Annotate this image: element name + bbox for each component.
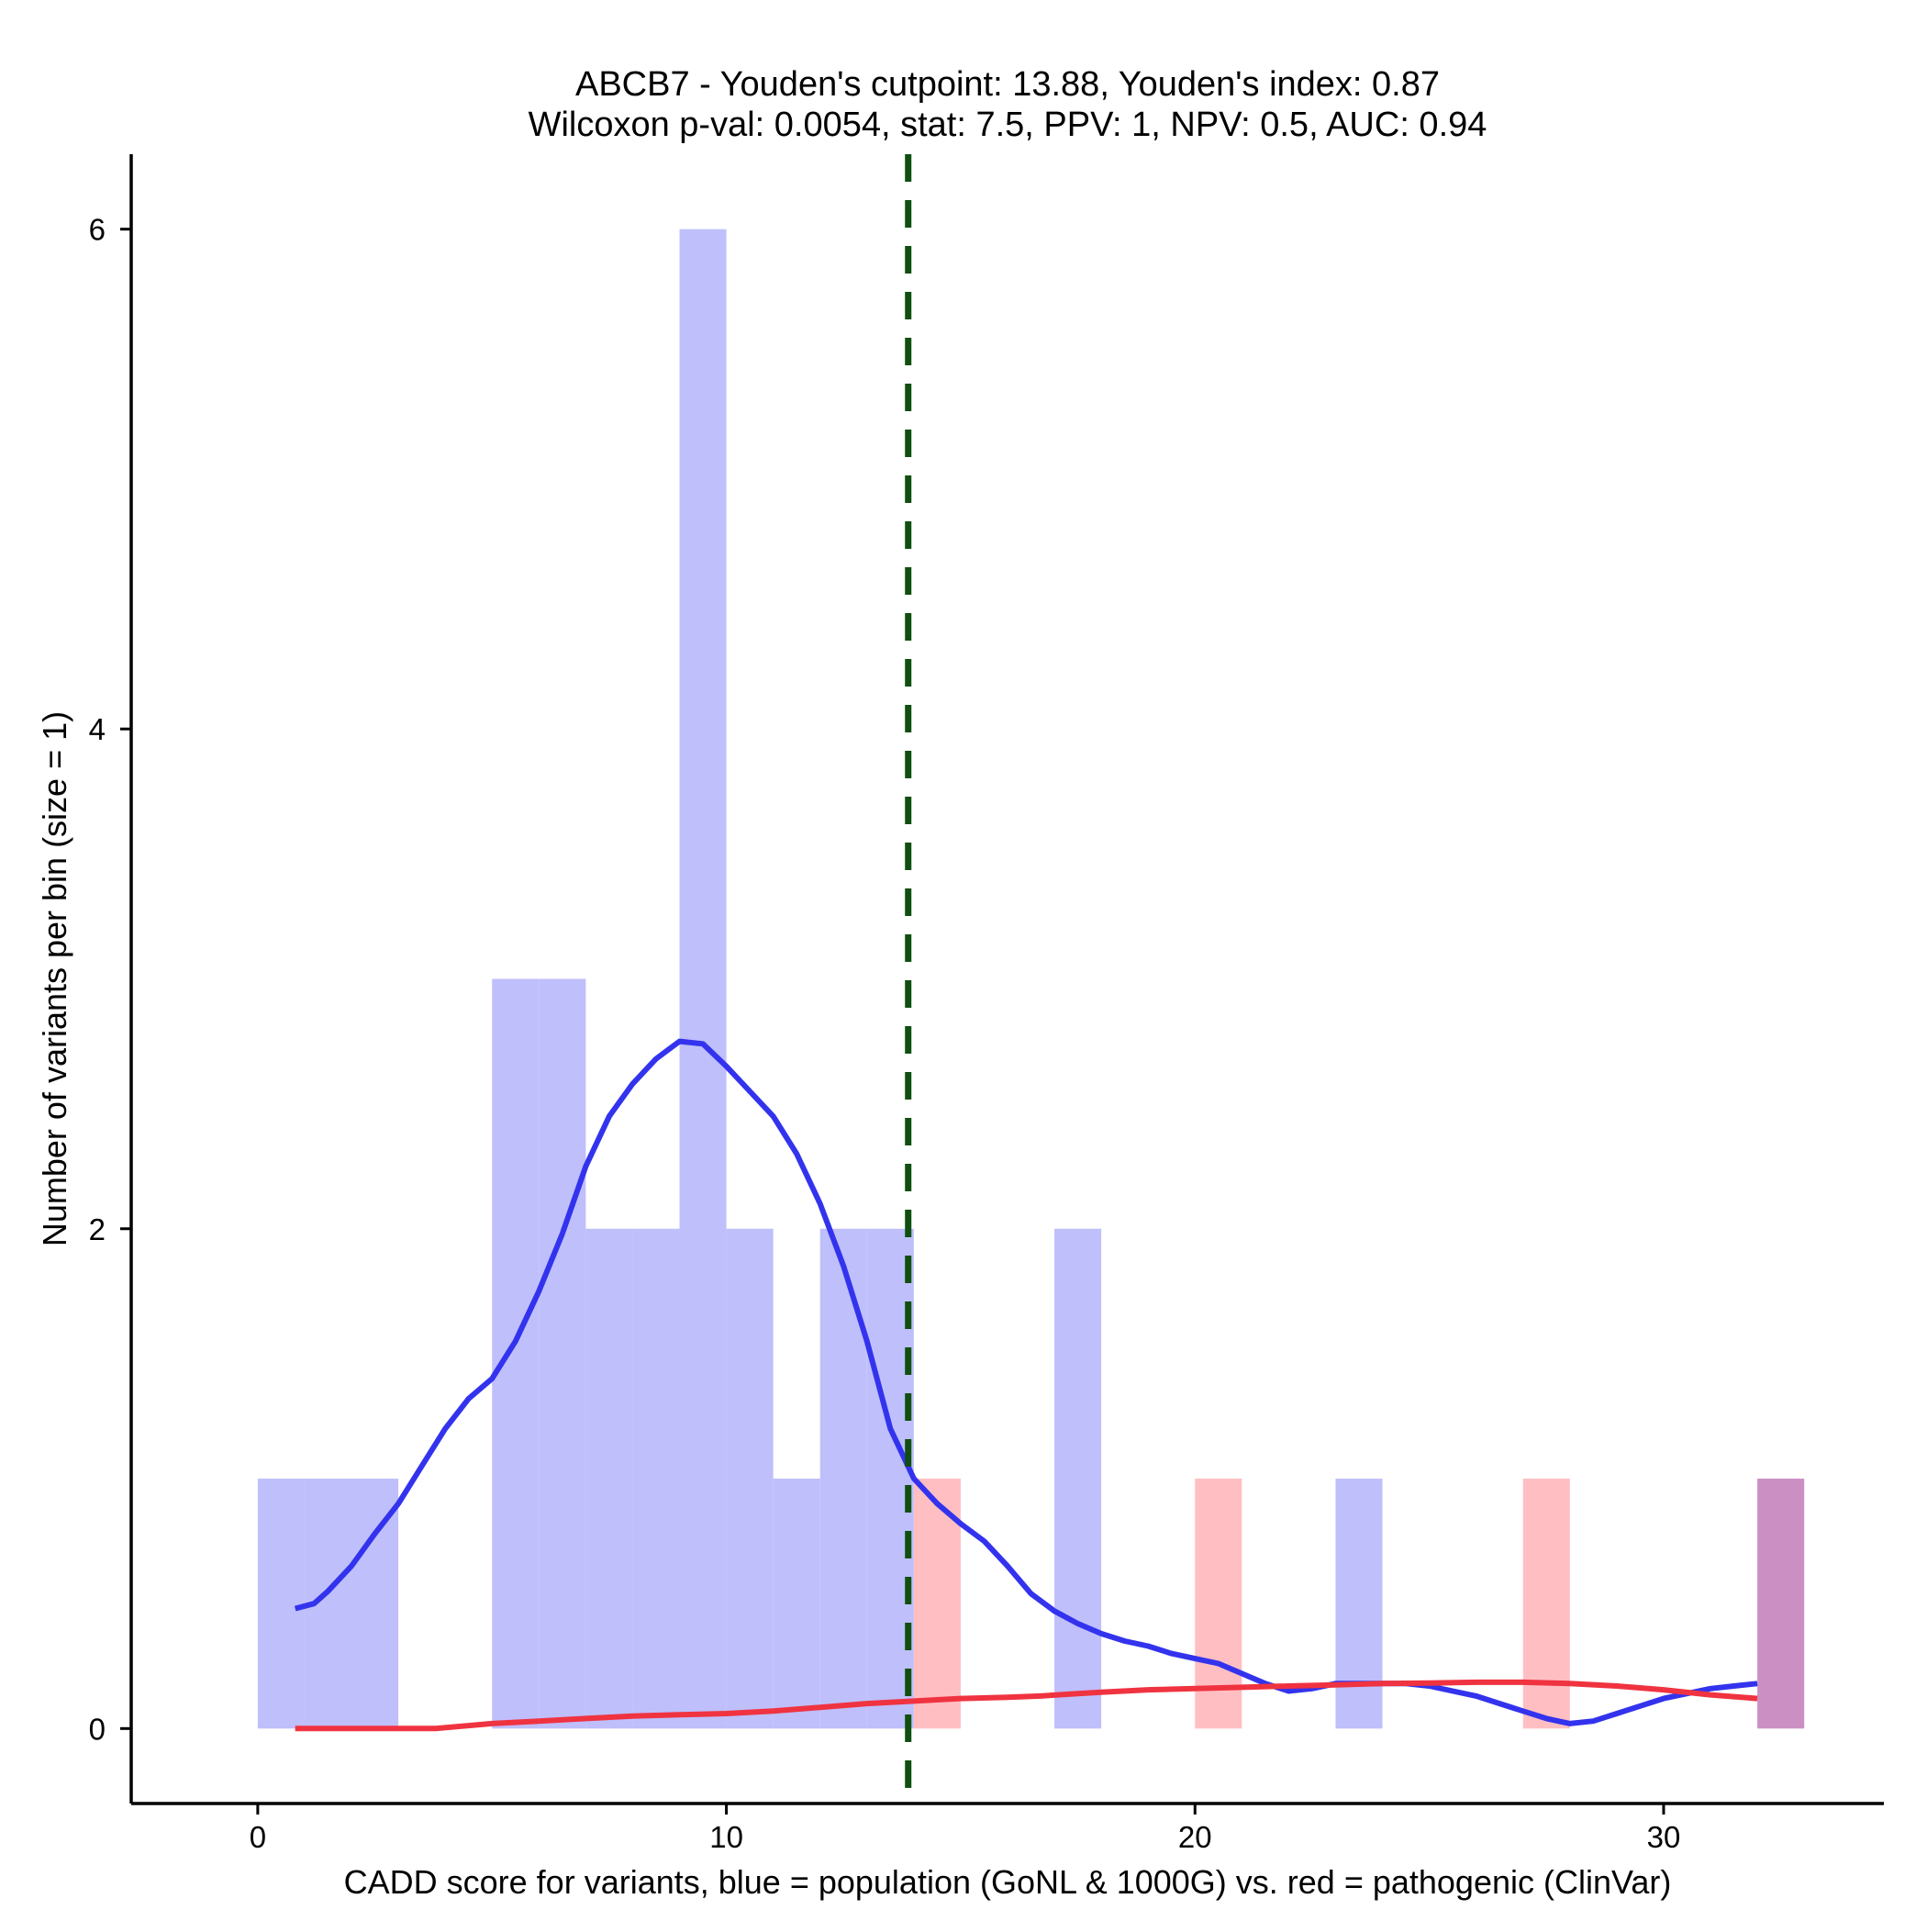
density-curves: [294, 1038, 1758, 1732]
overlap-bar: [1757, 1479, 1805, 1729]
population-bar: [773, 1479, 820, 1729]
population-bar: [257, 1479, 305, 1729]
pathogenic-density-line: [295, 1679, 1758, 1732]
population-bar: [351, 1479, 399, 1729]
axes: [129, 154, 1884, 1805]
population-density-line: [294, 1038, 1758, 1726]
x-axis-title: CADD score for variants, blue = populati…: [344, 1863, 1672, 1901]
chart-title: ABCB7 - Youden's cutpoint: 13.88, Youden…: [575, 65, 1440, 104]
y-tick-label: 2: [89, 1212, 106, 1246]
population-bar: [492, 978, 540, 1729]
population-bar: [726, 1228, 774, 1729]
y-tick-label: 6: [89, 213, 106, 247]
x-tick-label: 30: [1647, 1820, 1681, 1854]
tick-marks: 0 10 20 30 0 2 4 6: [89, 213, 1681, 1854]
population-bar: [632, 1228, 680, 1729]
y-tick-label: 0: [89, 1712, 106, 1746]
population-bar: [679, 229, 727, 1729]
x-tick-label: 10: [709, 1820, 743, 1854]
histogram-bars: [257, 229, 1805, 1729]
population-bar: [1054, 1228, 1102, 1729]
population-bar: [1335, 1479, 1383, 1729]
y-axis-title: Number of variants per bin (size = 1): [36, 711, 73, 1246]
pathogenic-bar: [1522, 1479, 1570, 1729]
chart-subtitle: Wilcoxon p-val: 0.0054, stat: 7.5, PPV: …: [529, 106, 1487, 144]
population-bar: [819, 1228, 867, 1729]
population-bar: [539, 978, 586, 1729]
x-tick-label: 20: [1178, 1820, 1212, 1854]
x-tick-label: 0: [250, 1820, 266, 1854]
population-bar: [585, 1228, 633, 1729]
y-tick-label: 4: [89, 712, 106, 746]
